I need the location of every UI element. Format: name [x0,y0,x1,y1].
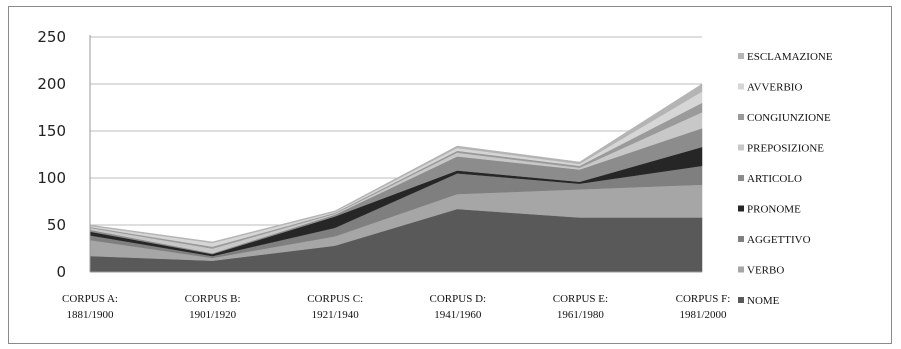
legend-swatch-aggettivo [738,236,744,242]
legend-label-nome: NOME [747,295,780,307]
legend-swatch-preposizione [738,144,744,151]
legend-swatch-pronome [738,205,744,212]
x-tick-label-0-line2: 1881/1900 [66,309,114,321]
x-tick-label-1-line2: 1901/1920 [189,309,237,321]
y-tick-label-100: 100 [37,169,66,187]
x-tick-label-1-line1: CORPUS B: [185,293,241,305]
legend-label-aggettivo: AGGETTIVO [747,234,811,246]
legend-swatch-nome [738,297,744,303]
y-tick-label-50: 50 [47,216,66,234]
area-series-esclamazione [89,83,703,244]
legend-label-pronome: PRONOME [747,204,801,216]
legend-label-verbo: VERBO [747,265,784,277]
x-tick-label-5-line2: 1981/2000 [679,309,727,321]
x-tick-label-2-line1: CORPUS C: [307,293,363,305]
y-tick-label-150: 150 [37,122,66,140]
legend-swatch-verbo [738,266,744,273]
legend-label-congiunzione: CONGIUNZIONE [747,112,831,124]
x-tick-label-3-line1: CORPUS D: [430,293,487,305]
x-tick-label-3-line2: 1941/1960 [434,309,482,321]
legend-swatch-avverbio [738,83,744,90]
legend-swatch-articolo [738,175,744,181]
y-tick-label-250: 250 [37,28,66,46]
y-tick-label-200: 200 [37,75,66,93]
y-tick-label-0: 0 [56,263,66,281]
legend-label-preposizione: PREPOSIZIONE [747,143,824,155]
legend-swatch-congiunzione [738,114,744,120]
legend-label-articolo: ARTICOLO [747,173,802,185]
legend-label-esclamazione: ESCLAMAZIONE [747,51,833,63]
legend-swatch-esclamazione [738,53,744,59]
legend-label-avverbio: AVVERBIO [747,82,802,94]
x-tick-label-4-line2: 1961/1980 [557,309,605,321]
x-tick-label-5-line1: CORPUS F: [676,293,731,305]
x-tick-label-0-line1: CORPUS A: [62,293,118,305]
x-tick-label-4-line1: CORPUS E: [553,293,608,305]
x-tick-label-2-line2: 1921/1940 [312,309,360,321]
